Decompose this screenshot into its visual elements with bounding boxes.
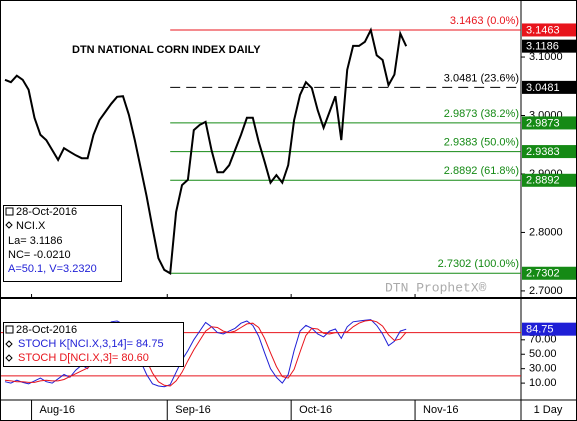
axis-tag-label: 2.9873 [526, 117, 560, 129]
y-tick-label: 30.00 [529, 363, 557, 375]
icon [5, 354, 13, 362]
info-line: La= 3.1186 [8, 235, 63, 247]
info-box-frame [3, 205, 122, 282]
axis-tag: 3.1186 [522, 39, 576, 53]
icon [5, 221, 13, 229]
level-label: 2.8892 (61.8%) [444, 165, 519, 177]
level-label: 2.7302 (100.0%) [438, 258, 519, 270]
axis-tag-box [522, 145, 576, 159]
level-label: 3.0481 (23.6%) [444, 72, 519, 84]
axis-tag-box [522, 116, 576, 130]
y-tick-label: 10.00 [529, 377, 557, 389]
axis-tag-box [522, 80, 576, 94]
legend-label: NCI.X [16, 220, 46, 232]
icon [5, 207, 14, 216]
y-tick-label: 2.7000 [529, 285, 563, 297]
axis-tag: 2.7302 [522, 266, 576, 280]
axis-tag-label: 2.7302 [526, 268, 560, 280]
axis-tag-label: 2.9383 [526, 146, 560, 158]
info-date: 28-Oct-2016 [16, 206, 77, 218]
y-tick-label: 50.00 [529, 348, 557, 360]
axis-tag: 2.9383 [522, 145, 576, 159]
series-line [4, 319, 407, 388]
axis-tag-label: 3.0481 [526, 82, 560, 94]
axis-tag: 2.8892 [522, 173, 576, 187]
series-line [4, 319, 407, 387]
icon [5, 325, 14, 334]
axis-tag-label: 2.8892 [526, 175, 560, 187]
axis-tag: 2.9873 [522, 116, 576, 130]
x-tick-label: Sep-16 [175, 404, 210, 416]
axis-tag-label: 3.1463 [526, 24, 560, 36]
legend-name: STOCH K[NCI.X,3,14]= [18, 338, 133, 350]
legend-date: 28-Oct-2016 [16, 324, 77, 336]
legend-label: STOCH D[NCI.X,3]= 80.60 [18, 352, 149, 364]
periodicity: 1 Day [534, 404, 563, 416]
chart-title: DTN NATIONAL CORN INDEX DAILY [72, 44, 261, 56]
legend-value: 80.60 [121, 352, 149, 364]
x-tick-label: Aug-16 [40, 404, 75, 416]
axis-tag-box [522, 266, 576, 280]
icon [5, 340, 13, 348]
info-line: NC= -0.0210 [8, 249, 71, 261]
info-box: 28-Oct-2016 NCI.X La= 3.1186 NC= -0.0210 A=5… [3, 205, 122, 282]
axis-tag-box [522, 173, 576, 187]
axis-tag-label: 3.1186 [526, 41, 559, 53]
level-label: 2.9873 (38.2%) [444, 108, 519, 120]
x-tick-label: Oct-16 [299, 404, 332, 416]
legend-frame [3, 322, 184, 367]
x-tick-label: Nov-16 [423, 404, 458, 416]
watermark: DTN ProphetX® [385, 280, 487, 295]
legend-value: 84.75 [136, 338, 164, 350]
axis-tag-box [522, 39, 576, 53]
y-tick-label: 3.1000 [529, 51, 563, 63]
y-tick-label: 70.00 [529, 334, 557, 346]
level-label: 2.9383 (50.0%) [444, 136, 519, 148]
y-tick-label: 2.8000 [529, 226, 563, 238]
axis-tag: 3.1463 [522, 23, 576, 37]
legend-label: STOCH K[NCI.X,3,14]= 84.75 [18, 338, 164, 350]
info-line: A=50.1, V=3.2320 [8, 263, 97, 275]
axis-tag: 84.75 [522, 322, 576, 336]
legend-name: STOCH D[NCI.X,3]= [18, 352, 118, 364]
level-label: 3.1463 (0.0%) [450, 15, 519, 27]
series-line [4, 27, 408, 275]
axis-tag-box [522, 23, 576, 37]
axis-tag: 3.0481 [522, 80, 576, 94]
axis-tag-label: 84.75 [526, 324, 554, 336]
axis-tag-box [522, 322, 576, 336]
